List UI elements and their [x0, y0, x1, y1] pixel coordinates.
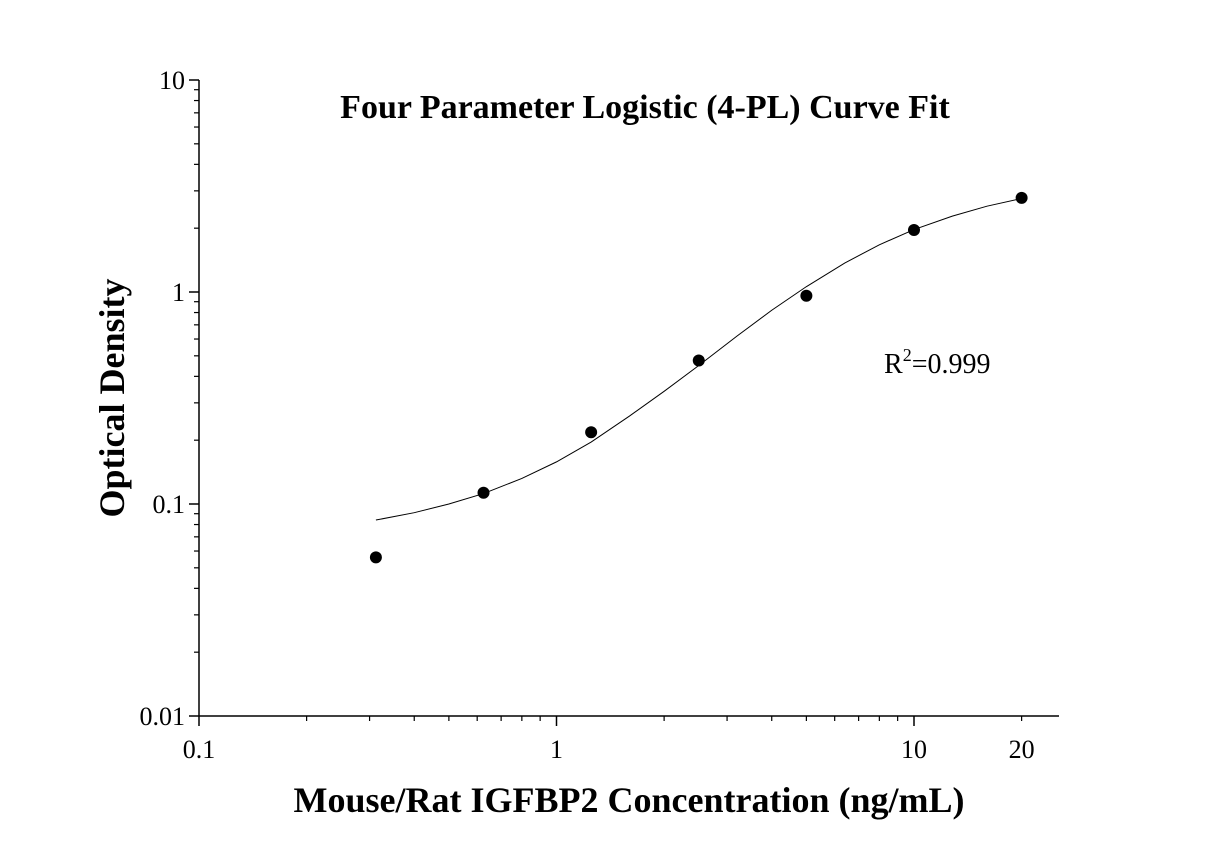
ticks	[189, 79, 1023, 726]
data-point	[1015, 191, 1028, 204]
data-point	[369, 551, 382, 564]
r-squared-base: R	[884, 349, 903, 380]
data-point	[692, 354, 705, 367]
x-tick-label: 1	[550, 735, 563, 764]
data-point	[477, 486, 490, 499]
y-tick-label: 10	[159, 66, 185, 95]
y-tick-label: 0.1	[153, 490, 186, 519]
axes	[198, 80, 1059, 717]
data-point	[800, 289, 813, 302]
data-point	[908, 224, 920, 237]
y-tick-label: 1	[172, 278, 185, 307]
r-squared-exponent: 2	[903, 345, 912, 365]
r-squared-value: =0.999	[912, 349, 991, 380]
data-point	[585, 426, 598, 439]
data-points-layer	[369, 191, 1028, 564]
x-tick-label: 0.1	[183, 735, 216, 764]
tick-labels: 0.01 0.1 1 10 0.1 1 10 20	[140, 66, 1035, 764]
x-tick-label: 10	[901, 735, 927, 764]
chart-title: Four Parameter Logistic (4-PL) Curve Fit	[340, 89, 950, 126]
r-squared-annotation: R2=0.999	[884, 345, 990, 380]
x-axis-label: Mouse/Rat IGFBP2 Concentration (ng/mL)	[294, 780, 965, 820]
y-axis-label: Optical Density	[92, 279, 132, 518]
y-tick-label: 0.01	[140, 702, 186, 731]
x-tick-label: 20	[1009, 735, 1035, 764]
